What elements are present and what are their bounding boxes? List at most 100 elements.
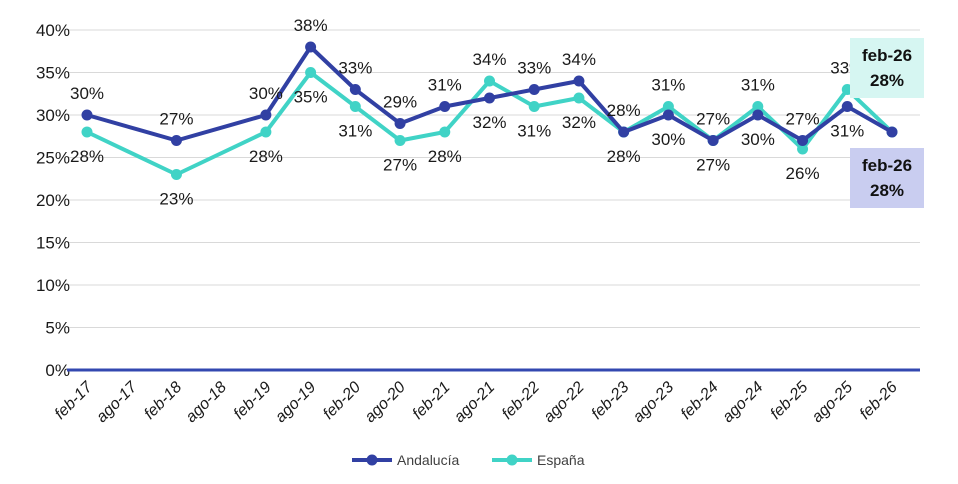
data-point [349, 84, 361, 95]
data-point [573, 92, 585, 104]
x-tick-label: ago-24 [719, 379, 766, 426]
data-label-andalucia: 30% [249, 84, 283, 103]
data-label-andalucia: 27% [696, 110, 730, 129]
data-label-espana: 28% [428, 147, 462, 166]
data-point [170, 135, 182, 146]
data-label-andalucia: 34% [562, 50, 596, 69]
data-point [305, 67, 317, 78]
x-tick-label: feb-24 [678, 379, 722, 423]
data-point [707, 135, 719, 146]
data-label-andalucia: 31% [830, 122, 864, 141]
data-label-espana: 27% [383, 156, 417, 175]
data-point [170, 169, 182, 180]
y-axis-ticks: 0% 5% 10% 15% 20% 25% 30% 35% 40% [36, 21, 70, 380]
legend-swatch-marker [366, 454, 378, 466]
data-point [394, 135, 406, 146]
data-label-espana: 23% [159, 190, 193, 209]
data-label-andalucia: 33% [338, 59, 372, 78]
x-tick-label: feb-19 [231, 379, 275, 423]
data-label-andalucia: 28% [607, 101, 641, 120]
data-label-andalucia: 32% [472, 113, 506, 132]
data-label-espana: 31% [338, 122, 372, 141]
data-point [618, 126, 630, 138]
data-point [886, 126, 898, 138]
data-labels: 30% 28% 27% 23% 30% 28% 38% 35% 33% 31% 29% 27% 31% 2… [70, 16, 864, 209]
y-tick-label: 15% [36, 234, 70, 253]
data-point [260, 126, 272, 138]
data-label-espana: 28% [70, 147, 104, 166]
x-tick-label: feb-18 [141, 379, 185, 423]
x-tick-label: ago-25 [809, 379, 856, 426]
data-label-espana: 28% [607, 147, 641, 166]
data-point [528, 84, 540, 95]
x-tick-label: ago-17 [93, 378, 141, 426]
data-point [81, 109, 93, 121]
data-label-espana: 32% [562, 113, 596, 132]
x-tick-label: ago-21 [451, 379, 498, 426]
data-label-andalucia: 27% [786, 110, 820, 129]
x-tick-label: ago-22 [541, 379, 588, 426]
y-tick-label: 5% [45, 319, 70, 338]
data-point [484, 75, 495, 87]
data-label-espana: 34% [472, 50, 506, 69]
data-point [573, 75, 585, 87]
data-point [260, 109, 272, 121]
data-point [439, 126, 451, 138]
x-tick-label: feb-17 [52, 378, 97, 423]
data-point [797, 143, 809, 155]
y-tick-label: 30% [36, 106, 70, 125]
data-point [349, 101, 361, 112]
data-label-andalucia: 30% [651, 130, 685, 149]
data-point [841, 101, 853, 112]
legend-swatch-marker [506, 454, 518, 466]
callout-box [850, 38, 924, 98]
y-tick-label: 40% [36, 21, 70, 40]
data-label-andalucia: 27% [159, 110, 193, 129]
data-label-andalucia: 31% [428, 76, 462, 95]
data-point [528, 101, 540, 112]
legend: Andalucía España [352, 452, 585, 468]
y-tick-label: 10% [36, 276, 70, 295]
data-point [662, 101, 674, 112]
y-tick-label: 35% [36, 64, 70, 83]
data-label-espana: 35% [294, 88, 328, 107]
data-label-espana: 28% [249, 147, 283, 166]
end-callouts: feb-26 28% feb-26 28% [850, 38, 924, 208]
data-label-espana: 27% [696, 156, 730, 175]
y-tick-label: 0% [45, 361, 70, 380]
callout-box [850, 148, 924, 208]
data-point [439, 101, 451, 112]
x-tick-label: ago-23 [630, 379, 677, 426]
callout-value: 28% [870, 71, 904, 90]
data-label-espana: 31% [517, 122, 551, 141]
data-label-andalucia: 29% [383, 93, 417, 112]
y-tick-label: 20% [36, 191, 70, 210]
x-tick-label: feb-22 [499, 379, 543, 423]
y-tick-label: 25% [36, 149, 70, 168]
callout-date: feb-26 [862, 46, 912, 65]
x-tick-label: feb-23 [588, 379, 632, 423]
callout-date: feb-26 [862, 156, 912, 175]
data-point [484, 92, 495, 104]
x-tick-label: ago-19 [272, 379, 319, 426]
data-label-espana: 31% [651, 76, 685, 95]
data-label-espana: 26% [786, 164, 820, 183]
data-point [81, 126, 93, 138]
data-point [752, 101, 764, 112]
data-point [662, 109, 674, 121]
data-label-espana: 31% [741, 76, 775, 95]
x-tick-label: feb-26 [857, 379, 901, 423]
data-label-andalucia: 33% [517, 59, 551, 78]
data-label-andalucia: 30% [741, 130, 775, 149]
x-tick-label: feb-21 [410, 379, 454, 423]
x-tick-label: feb-25 [767, 379, 811, 423]
x-tick-label: ago-18 [183, 379, 230, 426]
callout-value: 28% [870, 181, 904, 200]
data-point [797, 135, 809, 146]
data-label-andalucia: 30% [70, 84, 104, 103]
legend-label: Andalucía [397, 452, 459, 468]
data-point [394, 118, 406, 129]
series-lines [81, 41, 898, 180]
